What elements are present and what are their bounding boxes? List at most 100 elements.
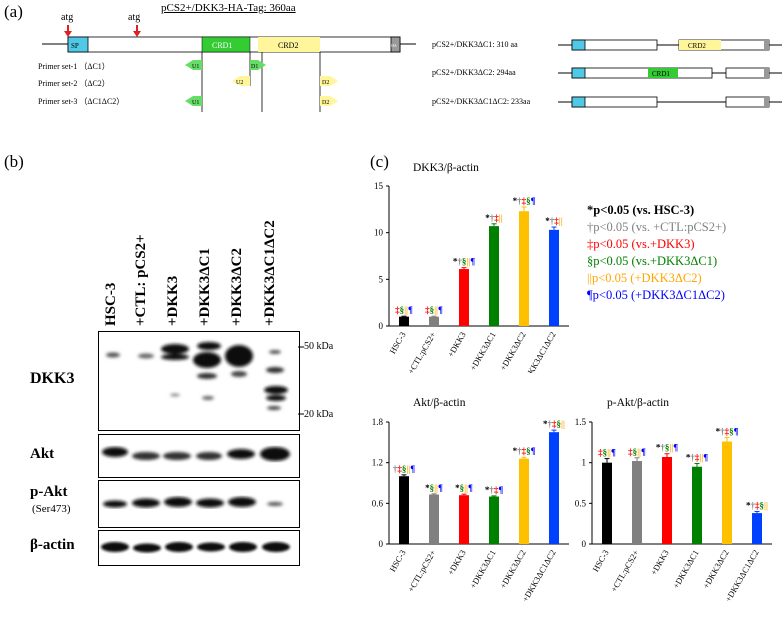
atg-label-2: atg (128, 12, 141, 23)
lane-label-4: +DKK3ΔC2 (229, 248, 245, 326)
x-tick-label: +DKK3ΔC2 (498, 330, 528, 372)
panel-label-a: (a) (4, 2, 23, 21)
primer-d2-arrow-icon: D2 (320, 76, 338, 86)
panel-label-c: (c) (370, 152, 389, 171)
bar (752, 513, 762, 544)
significance-marks: *†‡||¶ (686, 452, 708, 462)
significance-marks: ‡§||¶ (628, 447, 646, 457)
panel-label-b: (b) (4, 152, 24, 171)
lane-label-1: +CTL: pCS2+ (133, 234, 149, 326)
lane-label-5: +DKK3ΔC1ΔC2 (262, 220, 278, 326)
variant-label-dc1: pCS2+/DKK3ΔC1: 310 aa (432, 40, 518, 49)
bar (549, 229, 559, 326)
legend-item-dkk3dc1: §p<0.05 (vs.+DKK3ΔC1) (587, 254, 718, 268)
legend-item-hsc3: *p<0.05 (vs. HSC-3) (587, 203, 695, 217)
chart-akt-ratio: 0 0.6 1.2 1.8 †‡§||¶ HSC-3 *§||¶ +CTL:pCS2+ *§||… (372, 417, 569, 603)
svg-text:D1: D1 (251, 64, 258, 70)
variant-dc1dc2-diagram (558, 96, 782, 108)
bar (602, 462, 612, 544)
marker-20kda: 20 kDa (304, 409, 334, 420)
chart-title-pakt: p-Akt/β-actin (607, 397, 670, 409)
sp-domain (67, 36, 89, 53)
y-tick-label: 1.2 (372, 458, 383, 468)
svg-text:U2: U2 (236, 80, 243, 86)
significance-marks: *†§||¶ (453, 257, 475, 267)
ha-tag (390, 36, 401, 53)
variant-dc1-diagram: CRD2 (558, 39, 782, 51)
bar (519, 211, 529, 326)
sp-label: SP (71, 42, 79, 50)
marker-ticks (298, 346, 304, 415)
y-tick-label: 0 (379, 539, 384, 549)
primer-d1-arrow-icon: D1 (250, 60, 266, 70)
y-tick-label: 0.6 (372, 498, 384, 508)
atg-arrow-2-icon (133, 25, 141, 37)
blot-dkk3 (98, 331, 300, 431)
chart-title-dkk3: DKK3/β-actin (413, 162, 479, 174)
x-tick-label: +CTL:pCS2+ (406, 548, 438, 594)
primer-set-1-label: Primer set-1 （ΔC1） (38, 62, 110, 71)
y-tick-label: 1.5 (575, 417, 587, 427)
significance-marks: *§||¶ (455, 483, 473, 493)
significance-marks: ‡§||¶ (598, 448, 616, 458)
x-tick-label: +CTL:pCS2+ (406, 330, 438, 373)
lane-label-0: HSC-3 (103, 282, 119, 326)
x-tick-label: +DKK3ΔC1 (671, 548, 701, 590)
variant-dc2-diagram: CRD1 (558, 67, 782, 79)
y-tick-label: 0 (582, 539, 587, 549)
bar (429, 494, 439, 544)
x-tick-label: HSC-3 (387, 330, 407, 355)
atg-label-1: atg (61, 12, 74, 23)
lane-label-3: +DKK3ΔC1 (197, 248, 213, 326)
bar (519, 458, 529, 544)
legend-item-ctl: †p<0.05 (vs. +CTL:pCS2+) (587, 220, 727, 234)
row-label-akt: Akt (30, 446, 55, 462)
significance-marks: ‡§||¶ (425, 305, 443, 315)
chart-title-akt: Akt/β-actin (413, 397, 466, 409)
significance-marks: *†‡§¶ (513, 446, 536, 456)
primer-u2-arrow-icon: U2 (232, 76, 250, 86)
variant-label-dc2: pCS2+/DKK3ΔC2: 294aa (432, 68, 516, 77)
bar (459, 269, 469, 326)
variant-dc1-domain-label: CRD2 (688, 42, 706, 50)
crd1-domain (201, 36, 251, 53)
crd2-domain (258, 37, 320, 52)
x-tick-label: +CTL:pCS2+ (609, 548, 641, 594)
svg-text:U1: U1 (192, 100, 199, 106)
chart-pakt-ratio: 0 0.5 1 1.5 ‡§||¶ HSC-3 ‡§||¶ +CTL:pCS2+ *†§||¶ +… (575, 417, 772, 603)
y-tick-label: 0 (379, 321, 384, 331)
svg-text:D2: D2 (322, 100, 329, 106)
significance-marks: *†‡|| (485, 213, 502, 223)
variant-dc2-domain-label: CRD1 (652, 70, 670, 78)
bar (632, 461, 642, 544)
y-tick-label: 0.5 (575, 498, 587, 508)
x-tick-label: HSC-3 (387, 548, 407, 573)
x-tick-label: +DKK3ΔC1 (468, 548, 498, 590)
legend-item-dkk3: ‡p<0.05 (vs.+DKK3) (587, 237, 695, 251)
significance-marks: †‡§||¶ (393, 464, 415, 474)
svg-text:D2: D2 (322, 80, 329, 86)
y-tick-label: 5 (379, 274, 384, 284)
legend-item-dkk3dc1dc2: ¶p<0.05 (+DKK3ΔC1ΔC2) (587, 288, 725, 302)
x-tick-label: +DKK3 (445, 330, 467, 359)
construct-title: pCS2+/DKK3-HA-Tag: 360aa (161, 2, 296, 14)
bar (662, 456, 672, 544)
row-label-dkk3: DKK3 (30, 370, 75, 387)
bar (489, 226, 499, 326)
legend-item-dkk3dc2: ||p<0.05 (+DKK3ΔC2) (587, 271, 702, 285)
x-tick-label: +DKK3ΔC2 (498, 548, 528, 590)
atg-arrow-1-icon (64, 25, 72, 37)
bar (399, 476, 409, 544)
significance-marks: ‡§||¶ (395, 305, 413, 315)
primer-u1-set3-arrow-icon: U1 (185, 96, 202, 106)
primer-set-2-label: Primer set-2 （ΔC2） (38, 79, 110, 88)
bar (489, 496, 499, 544)
svg-text:U1: U1 (192, 64, 199, 70)
significance-marks: *†‡§|| (746, 500, 768, 510)
bar (549, 432, 559, 544)
x-tick-label: HSC-3 (590, 548, 610, 573)
primer-d2-set3-arrow-icon: D2 (320, 96, 338, 106)
y-tick-label: 1.8 (372, 417, 384, 427)
y-tick-label: 1 (582, 458, 587, 468)
row-label-pakt-sub: (Ser473) (32, 503, 71, 515)
